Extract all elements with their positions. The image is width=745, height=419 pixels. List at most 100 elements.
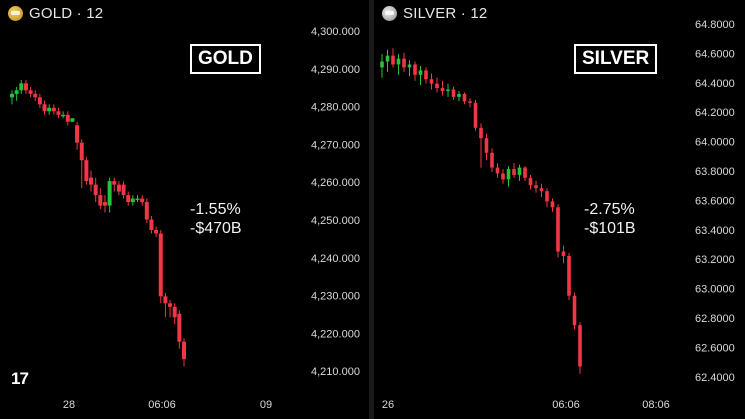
silver-candle [512, 163, 516, 178]
gold-candle-body [140, 198, 145, 203]
tradingview-logo-icon[interactable]: 17 [11, 369, 29, 388]
gold-x-tick-label: 28 [63, 399, 75, 411]
gold-y-tick-label: 4,230.000 [311, 291, 360, 303]
silver-candle [534, 180, 538, 193]
gold-candle [102, 195, 107, 213]
gold-candle [182, 338, 186, 367]
gold-candle [56, 107, 61, 119]
gold-candle-body [10, 93, 14, 98]
silver-candle-body [396, 58, 401, 65]
gold-candle-body [102, 202, 107, 206]
silver-candle-body [501, 173, 505, 180]
gold-candle [93, 177, 98, 203]
silver-candle-body [495, 167, 500, 174]
panel-divider[interactable] [369, 0, 374, 419]
silver-candle [479, 123, 483, 168]
silver-market-cap-change: -$101B [584, 220, 636, 237]
silver-candle [501, 169, 505, 184]
gold-candle [154, 226, 159, 237]
silver-candle-body [435, 83, 439, 89]
silver-candle-body [512, 169, 516, 175]
silver-candle [556, 204, 560, 258]
silver-candle-body [429, 79, 434, 84]
gold-y-tick-label: 4,290.000 [311, 64, 360, 76]
gold-candlestick-chart[interactable]: 4,300.000 4,290.000 4,280.000 4,270.000 4,26… [0, 0, 369, 419]
gold-candle [130, 195, 135, 206]
gold-candle [28, 86, 33, 98]
silver-x-tick-label: 08:06 [642, 399, 670, 411]
silver-candle-body [418, 70, 423, 75]
silver-price-axis: 64.8000 64.6000 64.4000 64.2000 64.0000 63.80… [695, 19, 735, 384]
gold-candle [121, 181, 126, 199]
gold-y-tick-label: 4,270.000 [311, 139, 360, 151]
gold-candle-body [177, 313, 182, 342]
silver-y-tick-label: 64.4000 [695, 78, 735, 90]
gold-chart-panel[interactable]: 4,300.000 4,290.000 4,280.000 4,270.000 4,26… [0, 0, 369, 419]
gold-change-percent: -1.55% [190, 201, 241, 218]
silver-y-tick-label: 62.6000 [695, 342, 735, 354]
gold-candle-body [79, 142, 84, 161]
gold-candle-body [89, 177, 94, 185]
gold-candle [144, 198, 149, 224]
silver-candle-body [539, 188, 544, 192]
gold-candle-body [19, 83, 24, 91]
silver-y-tick-label: 63.6000 [695, 195, 735, 207]
gold-price-axis: 4,300.000 4,290.000 4,280.000 4,270.000 4,26… [311, 26, 360, 378]
gold-x-tick-label: 09 [260, 399, 272, 411]
silver-title-box: SILVER [574, 44, 658, 74]
gold-title-box: GOLD [190, 44, 261, 74]
silver-candle-body [534, 185, 538, 189]
silver-candle [567, 252, 571, 301]
silver-chart-panel[interactable]: 64.8000 64.6000 64.4000 64.2000 64.0000 63.80… [374, 0, 745, 419]
gold-candle-body [75, 125, 80, 143]
gold-candle [89, 170, 94, 192]
silver-candle-body [468, 101, 472, 103]
gold-candle-body [116, 184, 121, 192]
gold-candle-body [28, 90, 33, 94]
gold-candle [19, 79, 24, 94]
gold-candle-body [107, 181, 112, 206]
silver-candle-body [517, 167, 522, 175]
gold-coin-icon [8, 6, 23, 21]
silver-y-tick-label: 62.8000 [695, 313, 735, 325]
gold-candle [163, 292, 168, 318]
gold-candle [98, 188, 103, 210]
gold-y-tick-label: 4,250.000 [311, 215, 360, 227]
gold-candle-body [144, 202, 149, 220]
silver-symbol-header[interactable]: SILVER · 12 [382, 5, 487, 22]
silver-candle-body [407, 64, 412, 68]
gold-candle-body [23, 83, 28, 91]
gold-candle [107, 177, 112, 213]
gold-candle [70, 118, 75, 122]
silver-candle [391, 48, 395, 68]
gold-candle-body [70, 118, 75, 122]
silver-candle-body [572, 295, 577, 326]
gold-candles [10, 79, 186, 367]
gold-market-cap-change: -$470B [190, 220, 242, 237]
gold-candle-body [126, 195, 131, 203]
gold-candle-body [163, 296, 168, 304]
gold-symbol-header[interactable]: GOLD · 12 [8, 5, 103, 22]
silver-candle [424, 67, 428, 84]
silver-candle-body [556, 207, 560, 252]
silver-candle [440, 80, 445, 96]
silver-candle [446, 83, 450, 97]
silver-candle [578, 322, 582, 374]
gold-candle [75, 121, 80, 150]
gold-candle [126, 191, 131, 206]
gold-y-tick-label: 4,220.000 [311, 328, 360, 340]
gold-candle-body [33, 93, 38, 98]
silver-x-tick-label: 06:06 [552, 399, 580, 411]
gold-candle [51, 104, 56, 115]
silver-candlestick-chart[interactable]: 64.8000 64.6000 64.4000 64.2000 64.0000 63.80… [374, 0, 745, 419]
silver-candle [506, 166, 511, 187]
silver-candle [457, 90, 461, 102]
gold-candle [47, 104, 52, 115]
silver-coin-icon [382, 6, 397, 21]
silver-candle [517, 164, 522, 181]
gold-candle-body [172, 306, 177, 318]
gold-candle [116, 181, 121, 196]
silver-candle-body [545, 191, 549, 202]
silver-y-tick-label: 64.8000 [695, 19, 735, 31]
gold-candle [42, 100, 47, 115]
